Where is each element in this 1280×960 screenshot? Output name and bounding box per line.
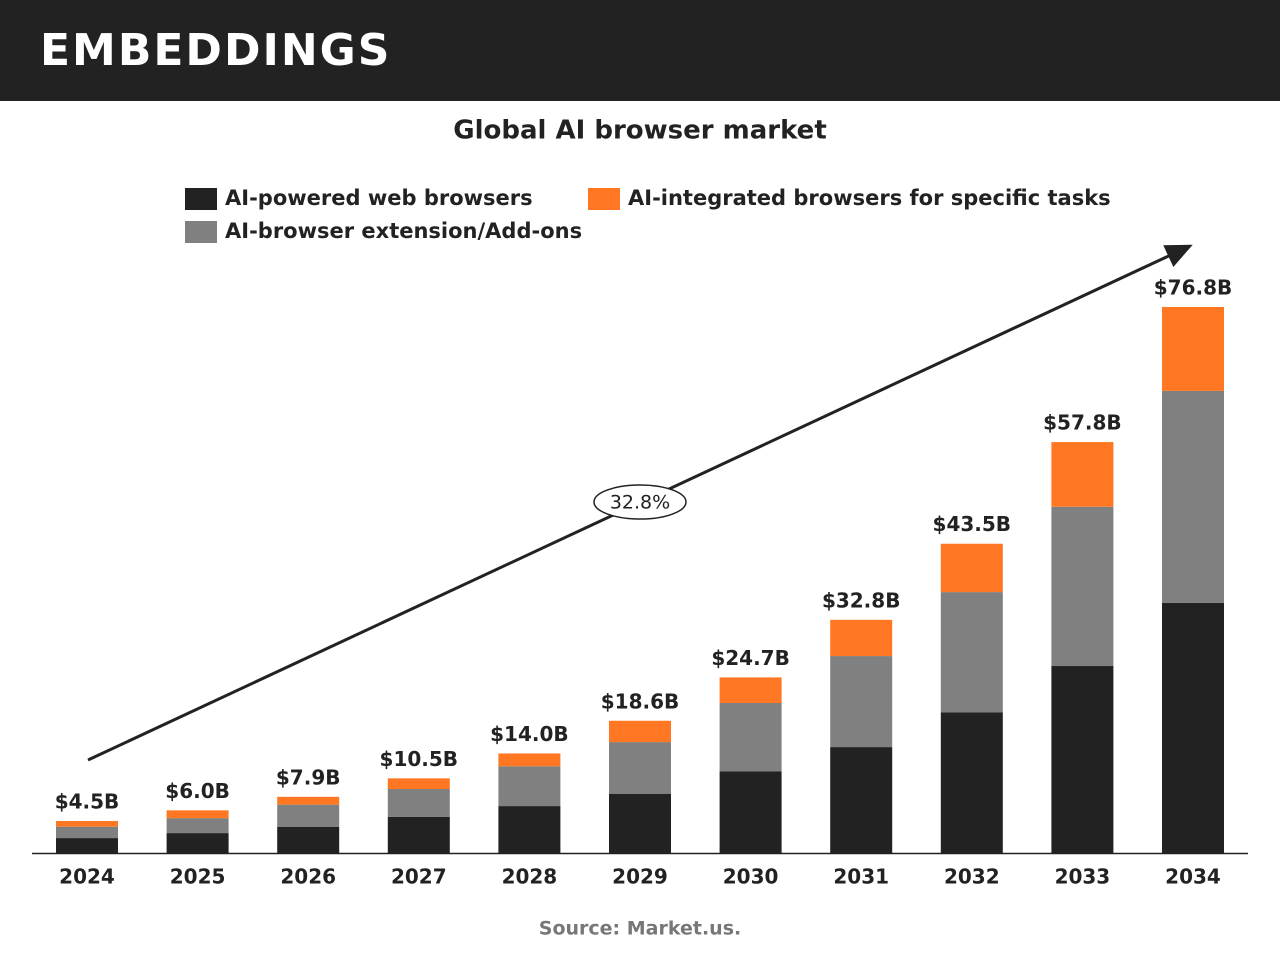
bar-segment bbox=[387, 816, 450, 853]
bar-segment bbox=[387, 778, 450, 790]
source: Source: Market.us. bbox=[539, 918, 741, 940]
legend-label: AI-browser extension/Add-ons bbox=[225, 219, 582, 243]
bar-segment bbox=[166, 818, 229, 834]
total-label: $57.8B bbox=[1043, 411, 1122, 435]
bar-segment bbox=[1162, 602, 1224, 853]
x-tick-label: 2030 bbox=[723, 865, 779, 889]
header-bar bbox=[0, 0, 1280, 101]
total-label: $43.5B bbox=[933, 512, 1012, 536]
bar-segment bbox=[609, 720, 671, 743]
total-label: $10.5B bbox=[380, 747, 459, 771]
total-label: $18.6B bbox=[601, 689, 680, 713]
bar-segment bbox=[387, 789, 450, 817]
bar-segment bbox=[166, 810, 229, 819]
total-label: $14.0B bbox=[490, 722, 569, 746]
bar-segment bbox=[940, 543, 1003, 593]
bar-segment bbox=[830, 619, 893, 657]
x-tick-label: 2025 bbox=[170, 865, 226, 889]
bar-segment bbox=[1051, 506, 1114, 667]
bar-segment bbox=[940, 712, 1003, 853]
total-label: $76.8B bbox=[1154, 276, 1233, 300]
bar-segment bbox=[1051, 442, 1114, 507]
annotation: 32.8% bbox=[610, 492, 670, 514]
bar-segment bbox=[719, 771, 782, 853]
bar-segment bbox=[940, 592, 1003, 713]
x-tick-label: 2034 bbox=[1165, 865, 1221, 889]
annotation-bubble bbox=[593, 484, 687, 520]
x-tick-label: 2026 bbox=[280, 865, 336, 889]
bar-segment bbox=[56, 821, 118, 827]
legend-label: AI-powered web browsers bbox=[225, 186, 533, 210]
bar-segment bbox=[719, 702, 782, 772]
bar-segment bbox=[1051, 666, 1114, 853]
bar-segment bbox=[166, 833, 229, 853]
x-tick-label: 2024 bbox=[59, 865, 115, 889]
bar-segment bbox=[830, 656, 893, 748]
legend-swatch bbox=[588, 188, 620, 210]
bar-segment bbox=[56, 838, 118, 853]
x-tick-label: 2032 bbox=[944, 865, 1000, 889]
logo: EMBEDDINGS bbox=[40, 25, 391, 76]
x-tick-label: 2028 bbox=[502, 865, 558, 889]
chart-title: Global AI browser market bbox=[453, 116, 827, 146]
bar-segment bbox=[498, 806, 561, 853]
bar-segment bbox=[1162, 390, 1224, 603]
total-label: $4.5B bbox=[55, 790, 120, 814]
legend-label: AI-integrated browsers for specific task… bbox=[628, 186, 1111, 210]
bar-segment bbox=[1162, 307, 1224, 391]
bar-segment bbox=[830, 747, 893, 853]
bar-segment bbox=[277, 804, 340, 827]
legend-swatch bbox=[185, 188, 217, 210]
bar-segment bbox=[498, 766, 561, 807]
total-label: $7.9B bbox=[276, 765, 341, 789]
x-tick-label: 2027 bbox=[391, 865, 447, 889]
x-tick-label: 2031 bbox=[833, 865, 889, 889]
bar-segment bbox=[609, 793, 671, 853]
x-tick-label: 2033 bbox=[1055, 865, 1111, 889]
total-label: $24.7B bbox=[711, 646, 790, 670]
bar-segment bbox=[498, 753, 561, 767]
bar-segment bbox=[277, 826, 340, 853]
bar-segment bbox=[56, 826, 118, 839]
bar-segment bbox=[277, 796, 340, 805]
bar-segment bbox=[609, 742, 671, 794]
total-label: $6.0B bbox=[165, 779, 230, 803]
bar-segment bbox=[719, 677, 782, 703]
total-label: $32.8B bbox=[822, 588, 901, 612]
x-tick-label: 2029 bbox=[612, 865, 668, 889]
legend-swatch bbox=[185, 221, 217, 243]
